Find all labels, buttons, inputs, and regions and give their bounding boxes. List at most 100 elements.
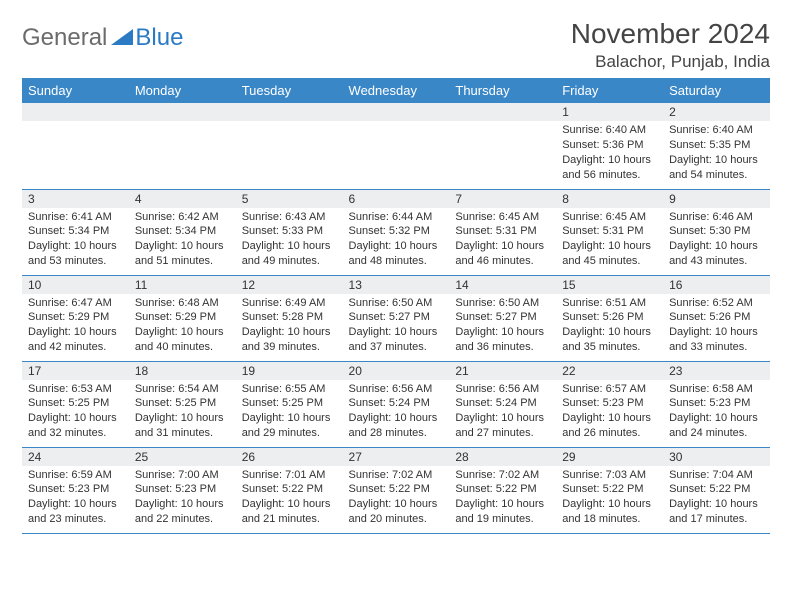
day-cell: 6Sunrise: 6:44 AMSunset: 5:32 PMDaylight… [343, 189, 450, 275]
title-block: November 2024 Balachor, Punjab, India [571, 18, 770, 72]
day-line-d1: Daylight: 10 hours [562, 325, 657, 340]
day-details: Sunrise: 6:56 AMSunset: 5:24 PMDaylight:… [343, 380, 450, 445]
day-line-d2: and 32 minutes. [28, 426, 123, 441]
day-cell [449, 103, 556, 189]
calendar-body: 1Sunrise: 6:40 AMSunset: 5:36 PMDaylight… [22, 103, 770, 533]
day-header-saturday: Saturday [663, 78, 770, 103]
day-line-d1: Daylight: 10 hours [562, 239, 657, 254]
day-details: Sunrise: 7:01 AMSunset: 5:22 PMDaylight:… [236, 466, 343, 531]
day-header-row: SundayMondayTuesdayWednesdayThursdayFrid… [22, 78, 770, 103]
day-line-ss: Sunset: 5:22 PM [562, 482, 657, 497]
empty-daynum-bar [236, 103, 343, 121]
day-line-d1: Daylight: 10 hours [562, 497, 657, 512]
day-number: 18 [129, 362, 236, 380]
day-line-ss: Sunset: 5:23 PM [28, 482, 123, 497]
day-line-sr: Sunrise: 6:59 AM [28, 468, 123, 483]
day-line-ss: Sunset: 5:27 PM [349, 310, 444, 325]
day-line-ss: Sunset: 5:28 PM [242, 310, 337, 325]
day-cell: 28Sunrise: 7:02 AMSunset: 5:22 PMDayligh… [449, 447, 556, 533]
day-details: Sunrise: 6:40 AMSunset: 5:36 PMDaylight:… [556, 121, 663, 186]
day-cell [343, 103, 450, 189]
day-line-d2: and 46 minutes. [455, 254, 550, 269]
day-number: 22 [556, 362, 663, 380]
day-line-d1: Daylight: 10 hours [349, 325, 444, 340]
day-number: 2 [663, 103, 770, 121]
day-header-thursday: Thursday [449, 78, 556, 103]
day-number: 1 [556, 103, 663, 121]
day-cell: 11Sunrise: 6:48 AMSunset: 5:29 PMDayligh… [129, 275, 236, 361]
day-cell: 2Sunrise: 6:40 AMSunset: 5:35 PMDaylight… [663, 103, 770, 189]
day-cell: 19Sunrise: 6:55 AMSunset: 5:25 PMDayligh… [236, 361, 343, 447]
day-cell: 14Sunrise: 6:50 AMSunset: 5:27 PMDayligh… [449, 275, 556, 361]
day-line-d2: and 35 minutes. [562, 340, 657, 355]
day-line-d2: and 45 minutes. [562, 254, 657, 269]
week-row: 24Sunrise: 6:59 AMSunset: 5:23 PMDayligh… [22, 447, 770, 533]
day-line-d2: and 20 minutes. [349, 512, 444, 527]
day-line-d1: Daylight: 10 hours [28, 411, 123, 426]
day-line-d2: and 19 minutes. [455, 512, 550, 527]
day-number: 16 [663, 276, 770, 294]
day-line-ss: Sunset: 5:33 PM [242, 224, 337, 239]
day-line-ss: Sunset: 5:26 PM [562, 310, 657, 325]
day-line-d1: Daylight: 10 hours [455, 325, 550, 340]
day-line-d2: and 43 minutes. [669, 254, 764, 269]
day-number: 3 [22, 190, 129, 208]
day-line-ss: Sunset: 5:35 PM [669, 138, 764, 153]
day-cell: 27Sunrise: 7:02 AMSunset: 5:22 PMDayligh… [343, 447, 450, 533]
day-line-sr: Sunrise: 6:54 AM [135, 382, 230, 397]
day-line-d2: and 22 minutes. [135, 512, 230, 527]
day-number: 20 [343, 362, 450, 380]
day-details: Sunrise: 7:02 AMSunset: 5:22 PMDaylight:… [449, 466, 556, 531]
day-line-sr: Sunrise: 7:03 AM [562, 468, 657, 483]
day-details: Sunrise: 6:44 AMSunset: 5:32 PMDaylight:… [343, 208, 450, 273]
day-cell: 29Sunrise: 7:03 AMSunset: 5:22 PMDayligh… [556, 447, 663, 533]
day-line-d1: Daylight: 10 hours [28, 325, 123, 340]
day-line-ss: Sunset: 5:22 PM [242, 482, 337, 497]
day-line-d2: and 27 minutes. [455, 426, 550, 441]
day-line-d2: and 54 minutes. [669, 168, 764, 183]
day-line-sr: Sunrise: 6:55 AM [242, 382, 337, 397]
day-line-d1: Daylight: 10 hours [562, 153, 657, 168]
day-number: 8 [556, 190, 663, 208]
day-cell: 1Sunrise: 6:40 AMSunset: 5:36 PMDaylight… [556, 103, 663, 189]
day-line-ss: Sunset: 5:30 PM [669, 224, 764, 239]
day-details: Sunrise: 6:46 AMSunset: 5:30 PMDaylight:… [663, 208, 770, 273]
week-row: 17Sunrise: 6:53 AMSunset: 5:25 PMDayligh… [22, 361, 770, 447]
day-line-d1: Daylight: 10 hours [135, 411, 230, 426]
day-line-sr: Sunrise: 7:02 AM [349, 468, 444, 483]
day-line-d2: and 56 minutes. [562, 168, 657, 183]
day-line-sr: Sunrise: 6:45 AM [562, 210, 657, 225]
day-line-sr: Sunrise: 6:42 AM [135, 210, 230, 225]
day-line-ss: Sunset: 5:32 PM [349, 224, 444, 239]
logo: General Blue [22, 24, 183, 52]
day-line-d1: Daylight: 10 hours [455, 411, 550, 426]
day-line-d1: Daylight: 10 hours [349, 411, 444, 426]
logo-triangle-icon [111, 27, 133, 50]
day-line-d2: and 29 minutes. [242, 426, 337, 441]
day-line-sr: Sunrise: 6:51 AM [562, 296, 657, 311]
day-cell: 9Sunrise: 6:46 AMSunset: 5:30 PMDaylight… [663, 189, 770, 275]
day-line-d1: Daylight: 10 hours [349, 239, 444, 254]
day-line-ss: Sunset: 5:23 PM [135, 482, 230, 497]
day-number: 6 [343, 190, 450, 208]
day-cell: 25Sunrise: 7:00 AMSunset: 5:23 PMDayligh… [129, 447, 236, 533]
day-cell: 13Sunrise: 6:50 AMSunset: 5:27 PMDayligh… [343, 275, 450, 361]
day-line-ss: Sunset: 5:24 PM [455, 396, 550, 411]
header: General Blue November 2024 Balachor, Pun… [22, 18, 770, 72]
day-number: 27 [343, 448, 450, 466]
day-line-sr: Sunrise: 7:04 AM [669, 468, 764, 483]
day-cell: 26Sunrise: 7:01 AMSunset: 5:22 PMDayligh… [236, 447, 343, 533]
day-header-sunday: Sunday [22, 78, 129, 103]
day-line-ss: Sunset: 5:22 PM [669, 482, 764, 497]
day-number: 28 [449, 448, 556, 466]
day-line-sr: Sunrise: 6:44 AM [349, 210, 444, 225]
day-line-d2: and 28 minutes. [349, 426, 444, 441]
day-details: Sunrise: 6:45 AMSunset: 5:31 PMDaylight:… [556, 208, 663, 273]
location: Balachor, Punjab, India [571, 52, 770, 72]
day-number: 4 [129, 190, 236, 208]
day-cell: 4Sunrise: 6:42 AMSunset: 5:34 PMDaylight… [129, 189, 236, 275]
day-cell: 16Sunrise: 6:52 AMSunset: 5:26 PMDayligh… [663, 275, 770, 361]
day-line-d1: Daylight: 10 hours [242, 497, 337, 512]
day-details: Sunrise: 6:45 AMSunset: 5:31 PMDaylight:… [449, 208, 556, 273]
day-number: 24 [22, 448, 129, 466]
